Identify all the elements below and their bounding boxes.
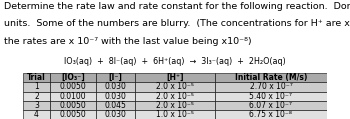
Bar [135,101,215,110]
Text: IO₃(aq)  +  8I⁻(aq)  +  6H⁺(aq)  →  3I₃⁻(aq)  +  2H₂O(aq): IO₃(aq) + 8I⁻(aq) + 6H⁺(aq) → 3I₃⁻(aq) +… [64,57,286,66]
Text: [I⁻]: [I⁻] [109,73,122,82]
Bar [50,73,96,82]
Bar [135,73,215,82]
Text: 0.0100: 0.0100 [60,92,86,101]
Text: units.  Some of the numbers are blurry.  (The concentrations for H⁺ are x 10⁻⁵ a: units. Some of the numbers are blurry. (… [4,19,350,28]
Text: Trial: Trial [27,73,46,82]
Text: 0.0050: 0.0050 [60,101,86,110]
Bar [96,73,135,82]
Text: 0.030: 0.030 [105,82,127,91]
Bar [215,82,327,92]
Text: Determine the rate law and rate constant for the following reaction.  Don’t forg: Determine the rate law and rate constant… [4,2,350,11]
Text: 0.0050: 0.0050 [60,82,86,91]
Text: [IO₃⁻]: [IO₃⁻] [61,73,85,82]
Text: 2: 2 [34,92,39,101]
Text: 2.0 x 10⁻⁵: 2.0 x 10⁻⁵ [156,92,194,101]
Text: 3: 3 [34,101,39,110]
Bar [135,110,215,119]
Text: 1.0 x 10⁻⁵: 1.0 x 10⁻⁵ [156,110,194,119]
Bar [215,101,327,110]
Bar [96,110,135,119]
Text: 6.07 x 10⁻⁷: 6.07 x 10⁻⁷ [250,101,292,110]
Bar [23,110,50,119]
Bar [215,92,327,101]
Text: the rates are x 10⁻⁷ with the last value being x10⁻⁸): the rates are x 10⁻⁷ with the last value… [4,37,252,46]
Bar [135,82,215,92]
Bar [23,92,50,101]
Bar [23,101,50,110]
Text: 0.030: 0.030 [105,92,127,101]
Text: 6.75 x 10⁻⁸: 6.75 x 10⁻⁸ [250,110,292,119]
Bar [50,82,96,92]
Bar [23,73,50,82]
Text: [H⁺]: [H⁺] [166,73,184,82]
Text: 2.0 x 10⁻⁵: 2.0 x 10⁻⁵ [156,82,194,91]
Text: 2.0 x 10⁻⁵: 2.0 x 10⁻⁵ [156,101,194,110]
Bar [215,73,327,82]
Text: 4: 4 [34,110,39,119]
Text: 1: 1 [34,82,39,91]
Bar [50,92,96,101]
Text: 0.045: 0.045 [105,101,127,110]
Bar [96,92,135,101]
Bar [96,82,135,92]
Text: 2.70 x 10⁻⁷: 2.70 x 10⁻⁷ [250,82,292,91]
Bar [96,101,135,110]
Bar [50,101,96,110]
Bar [135,92,215,101]
Text: 0.0050: 0.0050 [60,110,86,119]
Text: 0.030: 0.030 [105,110,127,119]
Text: Initial Rate (M/s): Initial Rate (M/s) [235,73,307,82]
Bar [23,82,50,92]
Bar [215,110,327,119]
Text: 5.40 x 10⁻⁷: 5.40 x 10⁻⁷ [250,92,292,101]
Bar [50,110,96,119]
